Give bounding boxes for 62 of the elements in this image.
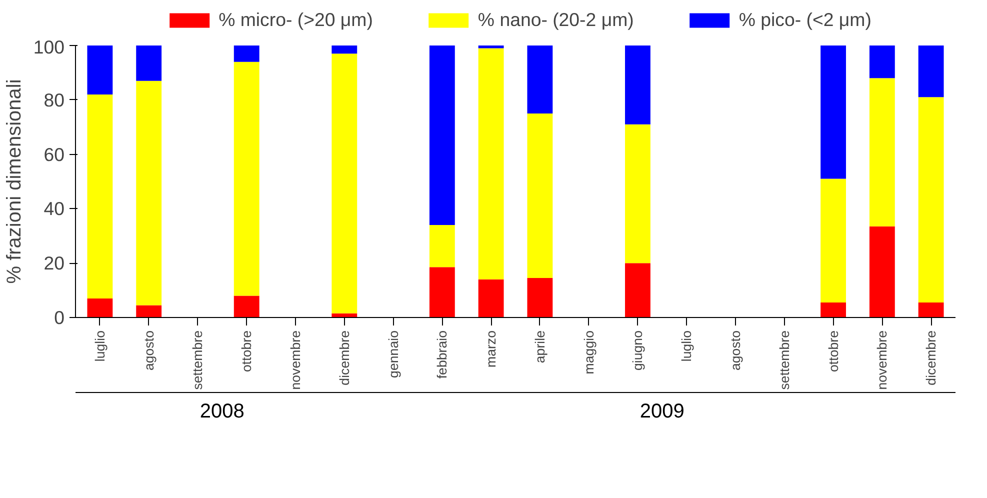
bar — [478, 46, 504, 48]
legend-label: % micro- (>20 μm) — [218, 9, 373, 31]
bar — [625, 46, 650, 124]
bar — [136, 46, 162, 81]
x-tick-label: giugno — [630, 330, 646, 371]
bar — [136, 305, 162, 318]
bar — [527, 46, 553, 114]
bar — [234, 62, 260, 296]
legend-label: % pico- (<2 μm) — [738, 9, 872, 31]
bar — [625, 124, 650, 264]
bar — [918, 46, 944, 98]
bar — [918, 97, 944, 303]
x-tick-label: dicembre — [924, 330, 939, 386]
bar — [869, 226, 895, 318]
y-tick-label: 60 — [44, 144, 65, 165]
x-tick-label: febbraio — [434, 330, 450, 379]
bar — [87, 298, 113, 318]
bar — [332, 46, 358, 54]
y-tick-label: 40 — [44, 198, 65, 220]
y-axis-title: % frazioni dimensionali — [3, 79, 26, 284]
x-tick-label: gennaio — [386, 330, 401, 378]
x-tick-label: novembre — [874, 330, 890, 390]
x-tick-label: settembre — [190, 330, 206, 390]
x-tick-label: agosto — [141, 330, 156, 371]
bar — [234, 46, 260, 62]
x-tick-label: novembre — [288, 330, 303, 390]
bar — [820, 178, 846, 303]
text: 2009 — [640, 400, 684, 422]
y-tick-label: 20 — [44, 252, 65, 274]
x-tick-label: maggio — [581, 330, 596, 374]
bar — [429, 267, 455, 318]
bar — [869, 46, 895, 78]
x-tick-label: agosto — [728, 330, 743, 371]
x-tick-label: dicembre — [336, 330, 352, 386]
x-tick-label: marzo — [484, 330, 499, 368]
bar — [478, 279, 504, 318]
legend-label: % nano- (20-2 μm) — [478, 9, 634, 31]
y-tick-label: 0 — [54, 307, 65, 328]
x-tick-label: aprile — [532, 330, 548, 364]
bar — [625, 263, 650, 318]
bar — [87, 46, 113, 94]
bar — [527, 278, 553, 318]
bar — [429, 46, 455, 226]
bar — [478, 48, 504, 280]
bar — [820, 46, 846, 179]
x-tick-label: ottobre — [239, 330, 254, 372]
x-tick-label: luglio — [679, 330, 694, 362]
bar — [820, 302, 846, 318]
bar — [234, 296, 260, 318]
y-tick-label: 100 — [33, 36, 65, 58]
x-tick-label: luglio — [92, 330, 108, 362]
bar — [332, 54, 358, 314]
x-tick-label: ottobre — [826, 330, 841, 372]
bar — [136, 80, 162, 306]
bar — [918, 302, 944, 318]
bar — [429, 225, 455, 268]
y-tick-label: 80 — [44, 89, 65, 110]
bar — [87, 94, 113, 298]
x-tick-label: settembre — [776, 330, 792, 390]
text: 2008 — [200, 400, 244, 422]
bar — [527, 114, 553, 278]
bar — [869, 78, 895, 226]
